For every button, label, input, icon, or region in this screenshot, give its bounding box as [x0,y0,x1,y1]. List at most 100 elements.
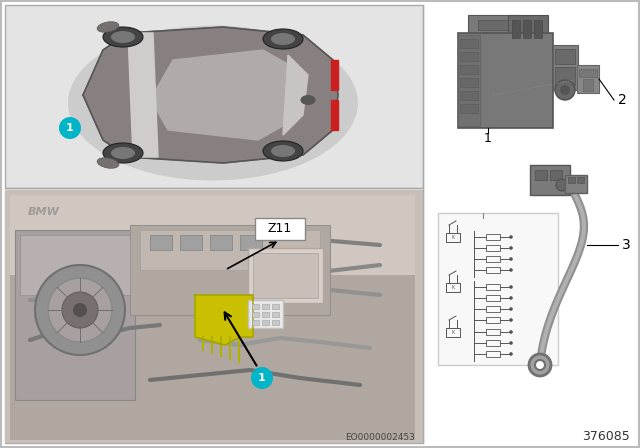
Circle shape [62,292,98,328]
Circle shape [48,278,112,342]
Bar [530,165,570,195]
Bar [577,177,584,183]
Polygon shape [331,100,338,130]
Circle shape [509,285,513,289]
Ellipse shape [263,29,303,49]
Bar [210,235,232,250]
Text: EO0000002453: EO0000002453 [345,432,415,441]
Bar [460,52,478,61]
Bar [272,304,279,309]
Text: Z11: Z11 [268,223,292,236]
Bar [577,65,599,93]
Ellipse shape [103,143,143,163]
Ellipse shape [271,33,295,45]
Circle shape [535,360,545,370]
Bar [252,320,259,325]
Bar [583,79,593,91]
Text: 1: 1 [66,123,74,133]
Bar [262,320,269,325]
Bar [240,235,262,250]
Bar [534,20,542,38]
Circle shape [509,330,513,334]
Bar [5,5,423,188]
Bar [460,78,478,87]
Bar [550,170,562,180]
Circle shape [509,307,513,311]
Ellipse shape [263,141,303,161]
Bar [255,218,305,240]
Bar [130,225,330,315]
Bar [180,235,202,250]
Bar [508,15,548,45]
Bar [486,306,500,312]
Polygon shape [148,50,293,140]
Text: 1: 1 [258,373,266,383]
Polygon shape [283,55,308,135]
Bar [486,295,500,301]
Circle shape [509,257,513,261]
Bar [486,267,500,273]
Bar [446,283,460,292]
Circle shape [509,246,513,250]
Circle shape [556,179,568,191]
Bar [10,275,415,440]
Circle shape [35,265,125,355]
Text: 2: 2 [618,93,627,107]
Bar [10,195,415,275]
Bar [272,320,279,325]
Circle shape [509,352,513,356]
Bar [248,248,323,303]
Bar [486,317,500,323]
Circle shape [555,80,575,100]
Circle shape [509,341,513,345]
Circle shape [251,367,273,389]
Circle shape [509,296,513,300]
Polygon shape [195,295,253,345]
Text: 376085: 376085 [582,431,630,444]
Bar [535,170,547,180]
Ellipse shape [103,27,143,47]
Bar [486,245,500,251]
Circle shape [59,117,81,139]
Bar [446,328,460,337]
Bar [5,190,423,443]
Ellipse shape [301,95,316,105]
Bar [458,35,480,126]
Polygon shape [83,27,338,163]
Circle shape [509,268,513,272]
Polygon shape [128,33,158,157]
Bar [555,67,575,85]
Bar [523,20,531,38]
Bar [486,234,500,240]
Circle shape [73,303,87,317]
Text: K: K [451,235,454,240]
Bar [468,15,518,33]
Bar [478,20,508,30]
Text: 3: 3 [622,238,631,252]
Ellipse shape [97,158,119,168]
Bar [460,65,478,74]
Bar [486,329,500,335]
Bar [486,256,500,262]
Bar [272,312,279,317]
Bar [555,49,575,64]
Bar [486,340,500,346]
Bar [486,351,500,357]
Ellipse shape [97,22,119,32]
Bar [248,300,283,328]
Bar [568,177,575,183]
Bar [512,20,520,38]
Ellipse shape [111,31,135,43]
Circle shape [560,85,570,95]
Bar [458,33,553,128]
Bar [140,230,320,270]
Text: K: K [451,330,454,335]
Bar [438,213,558,365]
Text: 1: 1 [484,132,492,145]
Bar [252,304,259,309]
Bar [565,175,587,193]
Bar [252,312,259,317]
Circle shape [509,235,513,239]
Bar [460,104,478,113]
Bar [262,304,269,309]
